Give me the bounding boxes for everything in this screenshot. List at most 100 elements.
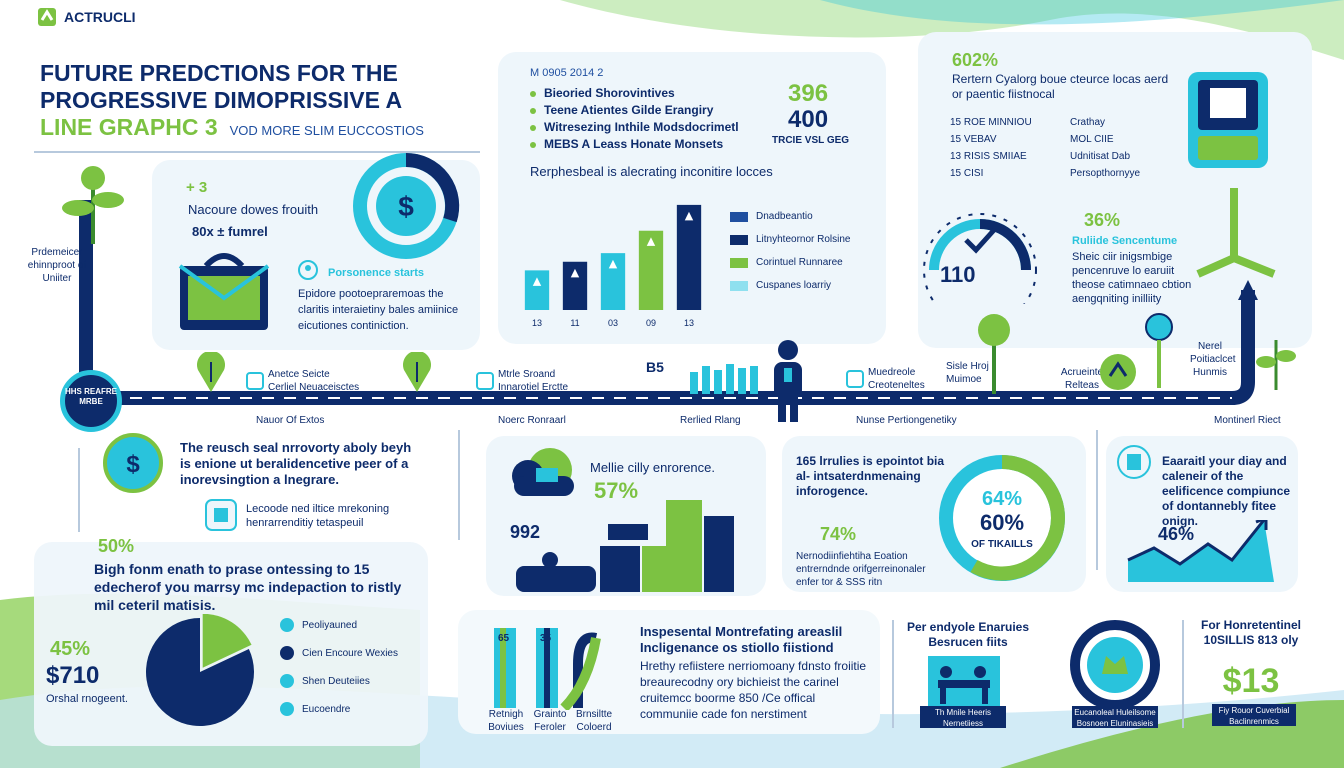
chart-tick-label: 03 [608,318,618,328]
chart-caption: Rerphesbeal is alecrating inconitire loc… [530,164,773,179]
bars-icon [690,364,758,394]
bar-num: 65 [498,633,510,644]
logo-icon [38,8,56,26]
gauge-value: 110 [940,262,976,287]
card3-money: $13 [1222,662,1280,700]
divider [892,620,894,728]
chart-tick-label: 13 [532,318,542,328]
timeline-item: Anetce Seicte Cerliel Neuaceisctes [246,368,360,394]
svg-text:$: $ [398,191,414,222]
pin-icon [1145,313,1173,388]
chart-tick-label: 13 [684,318,694,328]
svg-text:$: $ [126,451,140,478]
city-skyline-icon [516,500,734,592]
right-pct: 602% [952,50,999,70]
pie-slice [202,614,252,668]
card1-title: Per endyole Enaruies Besrucen fiits [906,620,1030,649]
big-number-1: 396 [788,80,829,107]
ring-text: 165 lrrulies is epointot bia al- intsate… [796,454,945,498]
pie-legend-item: Cien Encoure Wexies [280,646,398,660]
person-icon [774,340,802,422]
pie-legend: Peoliyauned Cien Encoure Wexies Shen Deu… [280,618,398,716]
ring-small-text: Nernodiinfiehtiha Eoation entrerndnde or… [796,551,926,588]
divider [1096,430,1098,570]
divider [78,448,80,532]
timeline-lower-label: Noerc Ronraarl [498,415,566,426]
divider [34,151,480,153]
legend-item: Bieoried Shorovintives [530,86,739,101]
timeline-start-badge: HHS REAFRE MRBE [60,370,122,432]
title-line-2: PROGRESSIVE DIMOPRISSIVE A [40,87,403,113]
ring-card: 165 lrrulies is epointot bia al- intsate… [782,436,1086,592]
timeline-road [79,200,1258,405]
chart-card: M 0905 2014 2 Bieoried Shorovintives Tee… [498,52,886,344]
logo[interactable]: ACTRUCLI [36,6,136,28]
pie-card: 50% Bigh fonm enath to prase ontessing t… [34,536,428,746]
bar-chart: ▲ 13 ▲ 11 ▲ 03 ▲ 09 ▲ 13 [524,204,702,328]
feature-text: Epidore pootoepraremoas the claritis int… [298,288,459,332]
chart-bar [600,253,626,310]
feature-title: Porsonence starts [328,267,424,279]
right-list-left: 15 ROE MINNIOU 15 VEBAV 13 RISIS SMIIAE … [950,117,1032,179]
stand-icon [1196,188,1276,278]
card-badge: + 3 [186,179,208,196]
divider [1182,620,1184,728]
subtitle: VOD MORE SLIM EUCCOSTIOS [229,123,424,138]
right-list-right: Crathay MOL CIIE Udnitisat Dab Persoptho… [1070,117,1141,179]
pie-legend-item: Shen Deuteiies [280,674,398,688]
trend-card: Eaaraitl your diay and caleneir of the e… [1106,436,1298,592]
card-stat: 80x ± fumrel [192,224,268,239]
tree-icon [978,314,1010,394]
bar-label: Grainto Feroler [533,709,567,733]
divider [458,430,460,540]
ring-pct-2: 60% [979,510,1025,535]
bar-arrow-icon: ▲ [685,209,694,222]
big-number-2: 400 [788,106,829,133]
dollar-ring-icon: $ [353,152,460,259]
pie-slice [146,618,254,726]
tree-icon [62,166,124,244]
card2-caption: Eucanoleal Huleilsome Bosnoen Eluninasie… [1072,706,1158,728]
bar-arrow-icon: ▲ [647,235,656,248]
cert-text: Lecoode ned iltice mrekoning henrarrendi… [246,503,390,529]
bar-arrow-icon: ▲ [533,274,542,287]
leaf-marker-icon [1100,354,1136,390]
tree-icon [1256,340,1296,390]
briefcase-icon [178,253,270,330]
timeline-lower-label: Montinerl Riect [1214,415,1281,426]
bars-card: 65 35 Retnigh Boviues Grainto Feroler Br… [458,610,880,734]
dollar-circle-icon: $ [103,433,163,493]
certificate-icon [205,499,237,531]
pie-card-pct: 50% [98,536,135,556]
legend-item: Teene Atientes Gilde Erangiry [530,103,739,118]
bar-label: Brnsiltte Coloerd [575,709,613,733]
chart-card-tag: M 0905 2014 2 [530,67,604,79]
timeline-lower-label: Nauor Of Extos [256,415,325,426]
city-num: 992 [510,522,541,542]
legend-list: Bieoried Shorovintives Teene Atientes Gi… [530,86,739,152]
chart-tick-label: 11 [570,318,579,328]
tube-bars-icon [494,628,601,710]
bar-num: 35 [540,633,552,644]
chart-tick-label: 09 [646,318,656,328]
pie-chart [146,614,254,726]
pie-legend-item: Peoliyauned [280,618,398,632]
timeline-item: Sisle Hroj Muimoe [946,361,989,385]
pie-card-text: Bigh fonm enath to prase ontessing to 15… [94,561,402,613]
city-title: Mellie cilly enrorence. [590,460,715,475]
chart-bar [562,261,588,310]
money-text: The reusch seal nrrovorty aboly beyh is … [180,440,412,487]
trend-chart-icon [1127,520,1274,582]
timeline-lower-label: Nunse Pertiongenetiky [856,415,957,426]
ring-pct-1: 64% [981,488,1023,510]
timeline-item-b5: B5 [646,359,664,375]
ring-label: OF TIKAILLS [971,539,1033,550]
chart-legend-item: Dnadbeantio [730,210,851,223]
percent-ring [939,455,1066,581]
card3-caption: Fiy Rouor Cuverbial Baclinrenmics [1212,704,1296,726]
leaf-marker-icon [197,352,225,392]
bar-label: Retnigh Boviues [488,709,524,733]
pie-pct: 45% [50,638,91,660]
card1-caption: Th Mnile Heeris Nernetiiess [920,706,1006,728]
logo-text: ACTRUCLI [64,9,136,25]
